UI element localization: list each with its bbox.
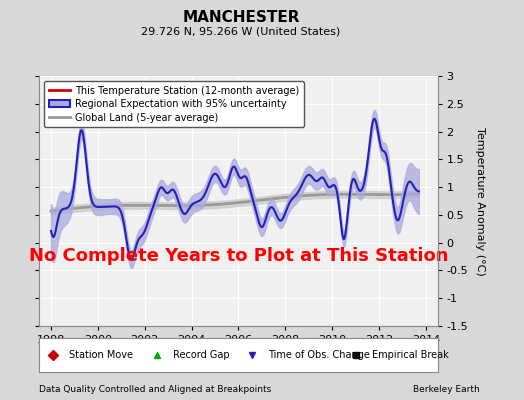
- Text: 29.726 N, 95.266 W (United States): 29.726 N, 95.266 W (United States): [141, 26, 341, 36]
- Text: Berkeley Earth: Berkeley Earth: [413, 385, 479, 394]
- Text: Data Quality Controlled and Aligned at Breakpoints: Data Quality Controlled and Aligned at B…: [39, 385, 271, 394]
- Text: Record Gap: Record Gap: [173, 350, 230, 360]
- Text: MANCHESTER: MANCHESTER: [182, 10, 300, 25]
- Legend: This Temperature Station (12-month average), Regional Expectation with 95% uncer: This Temperature Station (12-month avera…: [44, 81, 304, 127]
- Text: Time of Obs. Change: Time of Obs. Change: [268, 350, 370, 360]
- Text: Station Move: Station Move: [69, 350, 133, 360]
- Text: Empirical Break: Empirical Break: [372, 350, 449, 360]
- Y-axis label: Temperature Anomaly (°C): Temperature Anomaly (°C): [475, 127, 485, 275]
- Text: No Complete Years to Plot at This Station: No Complete Years to Plot at This Statio…: [29, 247, 448, 265]
